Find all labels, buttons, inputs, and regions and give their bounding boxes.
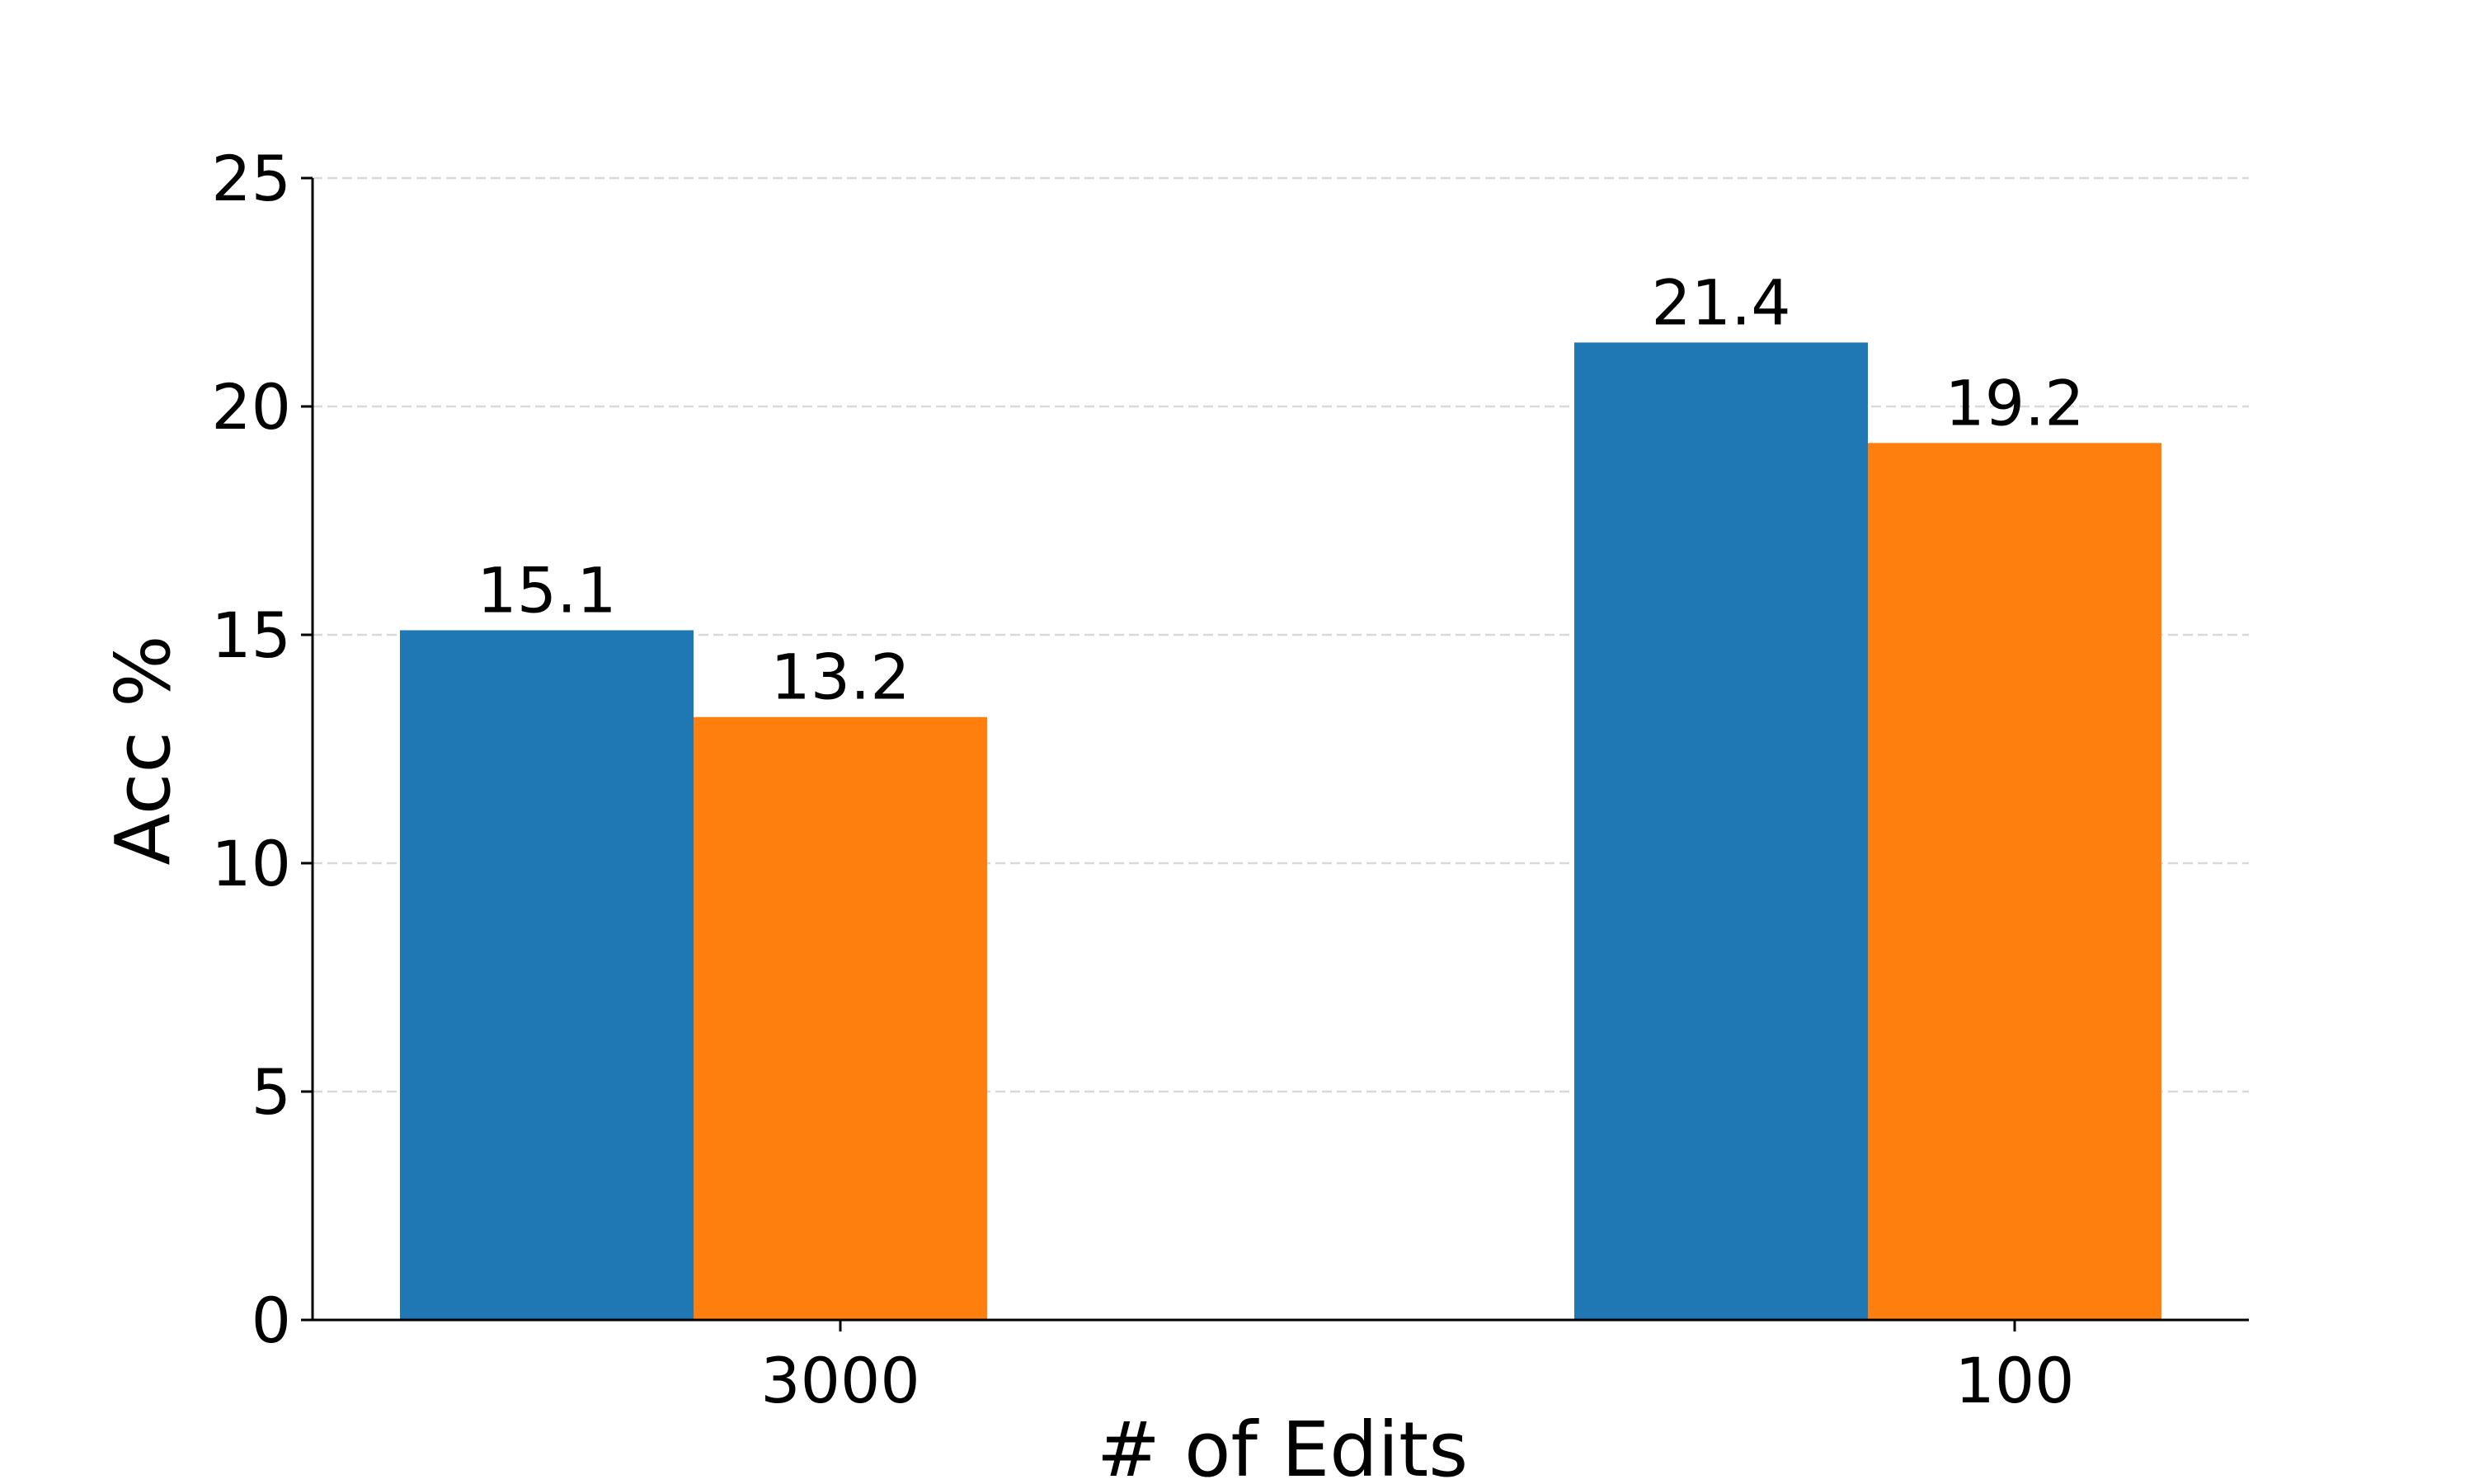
y-tick-label: 5 bbox=[252, 1055, 291, 1129]
x-tick-label: 3000 bbox=[760, 1344, 920, 1417]
y-tick-label: 0 bbox=[252, 1284, 291, 1357]
bar bbox=[1868, 443, 2161, 1320]
value-label: 13.2 bbox=[770, 641, 910, 714]
y-tick-label: 25 bbox=[211, 142, 291, 215]
bar bbox=[400, 630, 694, 1320]
y-axis-label: Acc % bbox=[99, 635, 187, 865]
y-tick-label: 20 bbox=[211, 370, 291, 444]
bar bbox=[1574, 342, 1868, 1321]
x-tick-label: 100 bbox=[1954, 1344, 2074, 1417]
y-tick-label: 15 bbox=[211, 599, 291, 672]
bar bbox=[694, 716, 987, 1320]
value-label: 21.4 bbox=[1651, 265, 1790, 339]
value-label: 15.1 bbox=[477, 553, 616, 627]
x-axis-label: # of Edits bbox=[1097, 1406, 1468, 1484]
value-label: 19.2 bbox=[1945, 366, 2084, 439]
y-tick-label: 10 bbox=[211, 827, 291, 900]
